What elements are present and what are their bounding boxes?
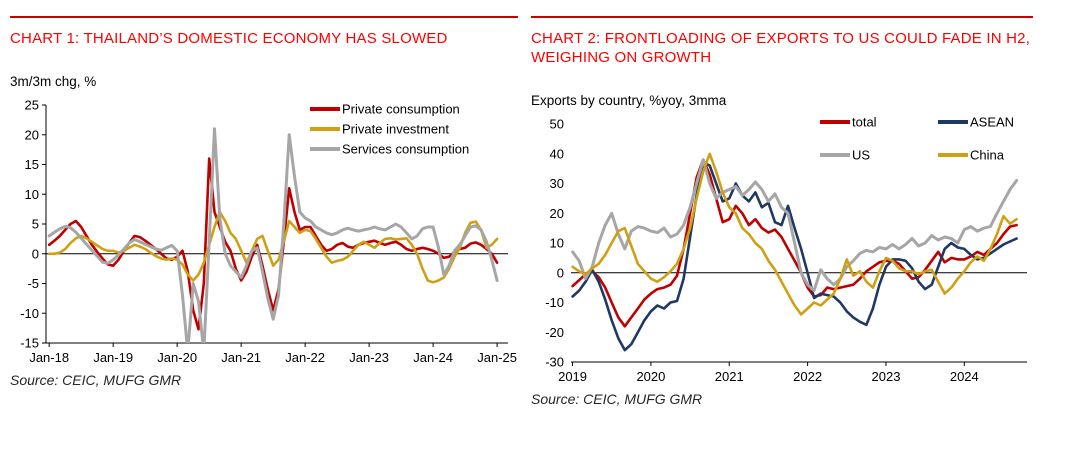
svg-text:Jan-19: Jan-19 xyxy=(93,350,133,365)
svg-text:Jan-20: Jan-20 xyxy=(157,350,197,365)
chart1-series-services-consumption xyxy=(47,127,499,343)
svg-text:-20: -20 xyxy=(545,325,564,340)
chart2-title: CHART 2: FRONTLOADING OF EXPORTS TO US C… xyxy=(531,30,1031,66)
chart2-series-total xyxy=(571,158,1018,328)
chart2-series-asean xyxy=(571,161,1018,352)
svg-text:50: 50 xyxy=(550,117,564,132)
svg-text:0: 0 xyxy=(557,265,564,280)
svg-text:-15: -15 xyxy=(20,336,39,351)
chart2-accent-rule xyxy=(531,16,1033,18)
svg-text:2022: 2022 xyxy=(793,369,822,384)
svg-text:Jan-18: Jan-18 xyxy=(29,350,69,365)
svg-text:-10: -10 xyxy=(20,306,39,321)
svg-text:20: 20 xyxy=(550,206,564,221)
chart1-legend: Private consumption Private investment Ser… xyxy=(310,102,469,157)
chart1-legend-label-private-investment: Private investment xyxy=(342,122,449,137)
chart1-title: CHART 1: THAILAND’S DOMESTIC ECONOMY HAS… xyxy=(10,30,448,47)
svg-text:15: 15 xyxy=(25,157,39,172)
chart2-panel: CHART 2: FRONTLOADING OF EXPORTS TO US C… xyxy=(531,0,1033,407)
svg-text:Jan-23: Jan-23 xyxy=(349,350,389,365)
svg-text:10: 10 xyxy=(25,187,39,202)
chart2-legend-label-total: total xyxy=(852,115,877,130)
svg-text:40: 40 xyxy=(550,146,564,161)
chart1-series-private-consumption xyxy=(47,157,499,331)
svg-text:30: 30 xyxy=(550,176,564,191)
svg-text:Jan-25: Jan-25 xyxy=(477,350,517,365)
svg-text:2024: 2024 xyxy=(950,369,979,384)
svg-text:2021: 2021 xyxy=(715,369,744,384)
chart2-legend-label-asean: ASEAN xyxy=(970,115,1014,130)
chart1-source: Source: CEIC, MUFG GMR xyxy=(10,372,182,388)
svg-text:0: 0 xyxy=(32,246,39,261)
svg-text:-30: -30 xyxy=(545,355,564,370)
chart1-legend-label-services-consumption: Services consumption xyxy=(342,142,469,157)
chart2-series-china xyxy=(571,152,1018,316)
svg-text:Jan-24: Jan-24 xyxy=(413,350,453,365)
svg-text:2020: 2020 xyxy=(636,369,665,384)
chart1-legend-label-private-consumption: Private consumption xyxy=(342,102,460,117)
svg-text:Jan-22: Jan-22 xyxy=(285,350,325,365)
svg-text:10: 10 xyxy=(550,236,564,251)
svg-text:5: 5 xyxy=(32,217,39,232)
svg-text:Jan-21: Jan-21 xyxy=(221,350,261,365)
chart2-legend-label-china: China xyxy=(970,148,1005,163)
chart1-series-private-investment xyxy=(47,210,499,284)
svg-text:2023: 2023 xyxy=(872,369,901,384)
svg-text:2019: 2019 xyxy=(558,369,587,384)
svg-text:20: 20 xyxy=(25,127,39,142)
chart1-panel: CHART 1: THAILAND’S DOMESTIC ECONOMY HAS… xyxy=(10,0,518,388)
chart1-subtitle: 3m/3m chg, % xyxy=(10,74,97,89)
svg-text:-10: -10 xyxy=(545,295,564,310)
chart2-legend: total ASEAN US China xyxy=(820,115,1014,163)
chart2-source: Source: CEIC, MUFG GMR xyxy=(531,391,703,407)
chart2-subtitle: Exports by country, %yoy, 3mma xyxy=(531,93,727,108)
svg-text:25: 25 xyxy=(25,98,39,113)
svg-text:-5: -5 xyxy=(27,276,39,291)
chart2-series-us xyxy=(571,158,1019,293)
chart2-legend-label-us: US xyxy=(852,148,870,163)
chart1-accent-rule xyxy=(10,16,518,18)
